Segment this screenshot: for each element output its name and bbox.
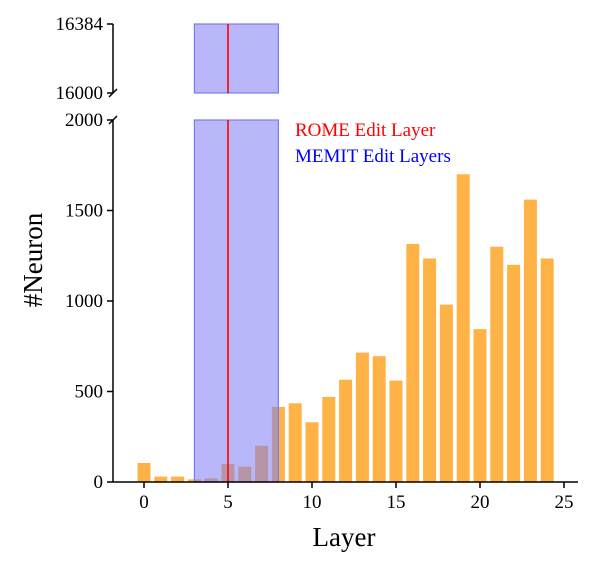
x-axis-label: Layer (313, 522, 376, 552)
bar (389, 380, 403, 482)
bar (372, 356, 386, 482)
bar (355, 352, 369, 482)
x-tick-label: 15 (387, 492, 406, 513)
legend: ROME Edit Layer MEMIT Edit Layers (295, 120, 451, 167)
bar (322, 396, 336, 482)
y-tick-label: 500 (75, 382, 104, 403)
bar (507, 264, 521, 482)
memit-edit-span (193, 23, 279, 94)
y-axis-label: #Neuron (18, 212, 48, 307)
x-tick-label: 25 (555, 492, 574, 513)
bar (523, 199, 537, 482)
memit-edit-span (193, 119, 279, 483)
y-tick-label: 0 (94, 472, 104, 493)
legend-memit: MEMIT Edit Layers (295, 146, 451, 167)
upper-panel (193, 23, 279, 94)
y-tick-label: 2000 (65, 110, 103, 131)
bar (473, 329, 487, 482)
y-tick-label: 1000 (65, 291, 103, 312)
y-tick-label: 1500 (65, 201, 103, 222)
bar (456, 174, 470, 483)
bar (439, 304, 453, 482)
bar (339, 379, 353, 482)
bar (288, 403, 302, 482)
x-tick-label: 10 (303, 492, 322, 513)
bar (490, 246, 504, 482)
bar (423, 258, 437, 482)
x-tick-label: 20 (471, 492, 490, 513)
x-tick-label: 5 (223, 492, 233, 513)
bar (540, 258, 554, 482)
bar (406, 244, 420, 482)
bar (171, 476, 185, 482)
bar (137, 463, 151, 482)
axes: 0 500 1000 1500 2000 16000 16384 0 5 10 15 20 25 (56, 14, 578, 513)
y-tick-label: 16000 (56, 83, 104, 104)
bar (305, 422, 319, 482)
x-tick-label: 0 (139, 492, 149, 513)
lower-panel (137, 119, 554, 483)
bar (154, 476, 168, 482)
y-tick-label: 16384 (56, 14, 104, 35)
legend-rome: ROME Edit Layer (295, 120, 436, 141)
